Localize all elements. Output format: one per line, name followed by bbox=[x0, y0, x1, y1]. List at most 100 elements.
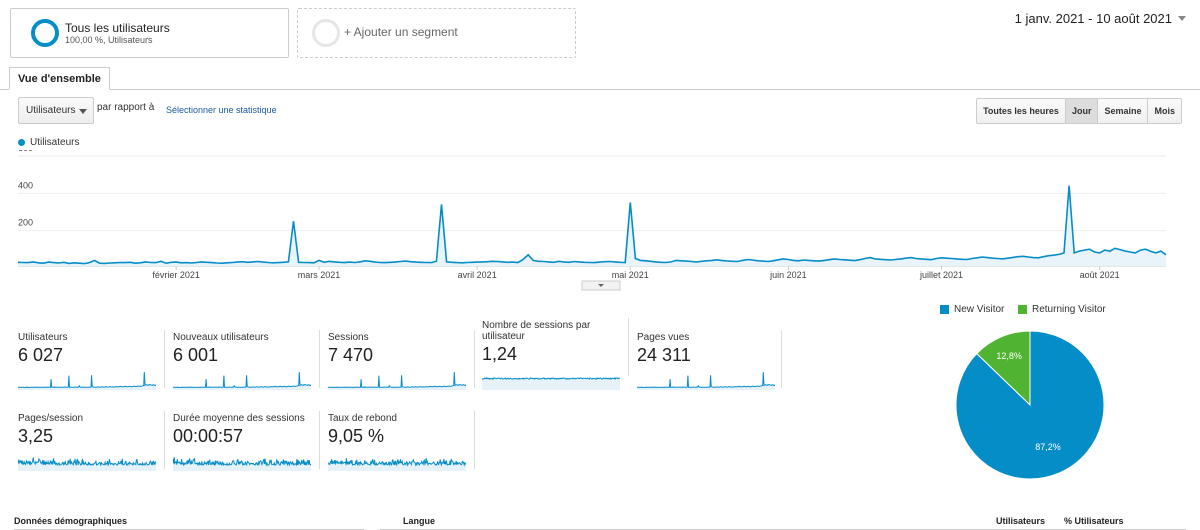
scorecard-label: Utilisateurs bbox=[18, 332, 68, 343]
metric-dropdown-value: Utilisateurs bbox=[26, 105, 76, 116]
pie-slice-returning-visitor[interactable] bbox=[975, 330, 1031, 407]
legend-new-visitor: New Visitor bbox=[940, 304, 1004, 315]
series-line-utilisateurs bbox=[17, 185, 1167, 265]
scorecard-divider bbox=[319, 411, 320, 469]
pct-users-column-header: % Utilisateurs bbox=[1064, 516, 1124, 526]
scorecard-sparkline bbox=[18, 457, 156, 471]
add-segment-button[interactable]: + Ajouter un segment bbox=[297, 8, 576, 58]
segment-placeholder-circle-icon bbox=[312, 19, 340, 47]
scorecard-label: Pages/session bbox=[18, 413, 84, 424]
granularity-week-button[interactable]: Semaine bbox=[1097, 99, 1148, 123]
sparkline-area bbox=[328, 372, 466, 390]
users-column-header: Utilisateurs bbox=[996, 516, 1046, 526]
date-range-label: 1 janv. 2021 - 10 août 2021 bbox=[1014, 11, 1172, 26]
x-tick-label: février 2021 bbox=[152, 270, 200, 280]
scorecard-divider bbox=[628, 318, 629, 376]
sparkline-area bbox=[18, 457, 156, 471]
scorecard-sparkline bbox=[328, 371, 466, 390]
x-tick-label: avril 2021 bbox=[458, 270, 497, 280]
x-tick-label: mai 2021 bbox=[612, 270, 649, 280]
chevron-down-icon bbox=[598, 284, 604, 287]
x-tick-label: mars 2021 bbox=[298, 270, 341, 280]
segment-subtitle: 100,00 %, Utilisateurs bbox=[65, 35, 153, 45]
demographics-heading: Données démographiques bbox=[14, 516, 128, 526]
tab-overview[interactable]: Vue d'ensemble bbox=[9, 67, 110, 90]
sparkline-line bbox=[173, 371, 311, 389]
pie-slice-label: 12,8% bbox=[996, 351, 1022, 361]
legend-square-icon bbox=[1018, 305, 1027, 314]
scorecard-value: 00:00:57 bbox=[173, 426, 244, 446]
y-tick-label: 400 bbox=[18, 180, 33, 190]
scorecard-divider bbox=[164, 330, 165, 388]
add-segment-label: + Ajouter un segment bbox=[344, 25, 458, 39]
scorecard-label: Pages vues bbox=[637, 332, 690, 343]
scorecard[interactable]: Pages/session 3,25 bbox=[18, 413, 168, 475]
metric-dropdown[interactable]: Utilisateurs bbox=[18, 97, 94, 124]
sparkline-line bbox=[482, 377, 620, 381]
date-range-picker[interactable]: 1 janv. 2021 - 10 août 2021 bbox=[1015, 11, 1186, 26]
chevron-down-icon bbox=[79, 109, 87, 114]
compare-label: par rapport à bbox=[97, 102, 155, 113]
scorecard[interactable]: Nombre de sessions par utilisateur 1,24 bbox=[482, 320, 632, 390]
granularity-hourly-button[interactable]: Toutes les heures bbox=[977, 99, 1065, 123]
scorecard-label: Sessions bbox=[328, 332, 369, 343]
series-area bbox=[18, 185, 1166, 266]
segment-title: Tous les utilisateurs bbox=[65, 21, 170, 35]
x-tick-label: juin 2021 bbox=[769, 270, 807, 280]
scorecard-value: 3,25 bbox=[18, 426, 54, 446]
scorecard-divider bbox=[319, 330, 320, 388]
pie-slice-label: 87,2% bbox=[1035, 442, 1061, 452]
legend-dot-icon bbox=[18, 139, 25, 146]
granularity-day-button[interactable]: Jour bbox=[1064, 99, 1098, 123]
scorecard-sparkline bbox=[328, 457, 466, 471]
scorecard-value: 1,24 bbox=[482, 344, 518, 364]
scorecard-sparkline bbox=[173, 457, 311, 471]
scorecard-value: 6 001 bbox=[173, 345, 219, 365]
language-heading[interactable]: Langue bbox=[403, 516, 436, 526]
granularity-month-button[interactable]: Mois bbox=[1147, 99, 1181, 123]
sparkline-area bbox=[173, 372, 311, 390]
chart-legend: Utilisateurs bbox=[18, 137, 79, 148]
sparkline-area bbox=[173, 457, 311, 471]
scorecard-divider bbox=[781, 330, 782, 388]
tab-bar-divider bbox=[0, 89, 1200, 90]
scorecard-value: 9,05 % bbox=[328, 426, 385, 446]
granularity-toggle: Toutes les heures Jour Semaine Mois bbox=[976, 98, 1182, 124]
users-line-chart: 600 400 200 février 2021 mars 2021 avril 2021… bbox=[17, 150, 1167, 291]
scorecard[interactable]: Nouveaux utilisateurs 6 001 bbox=[173, 332, 323, 394]
legend-returning-visitor: Returning Visitor bbox=[1018, 304, 1106, 315]
scorecard-value: 24 311 bbox=[637, 345, 691, 365]
segment-all-users[interactable]: Tous les utilisateurs 100,00 %, Utilisat… bbox=[10, 8, 289, 58]
scorecard-divider bbox=[164, 411, 165, 469]
sparkline-area bbox=[637, 372, 775, 390]
scorecard-value: 6 027 bbox=[18, 345, 64, 365]
scorecard-value: 7 470 bbox=[328, 345, 374, 365]
scorecard[interactable]: Durée moyenne des sessions 00:00:57 bbox=[173, 413, 323, 475]
y-tick-label: 200 bbox=[18, 218, 33, 228]
legend-returning-visitor-label: Returning Visitor bbox=[1032, 304, 1106, 315]
select-stat-link[interactable]: Sélectionner une statistique bbox=[166, 105, 277, 115]
scorecard-sparkline bbox=[637, 371, 775, 390]
y-tick-label: 600 bbox=[18, 150, 33, 153]
legend-square-icon bbox=[940, 305, 949, 314]
scorecard-divider bbox=[474, 411, 475, 469]
sparkline-line bbox=[328, 457, 466, 467]
x-tick-label: août 2021 bbox=[1080, 270, 1120, 280]
scorecard-sparkline bbox=[18, 371, 156, 390]
pie-slice-new-visitor[interactable] bbox=[955, 330, 1105, 480]
legend-label: Utilisateurs bbox=[30, 137, 80, 148]
scorecard[interactable]: Utilisateurs 6 027 bbox=[18, 332, 168, 394]
scorecard-sparkline bbox=[173, 371, 311, 390]
scorecard[interactable]: Pages vues 24 311 bbox=[637, 332, 787, 394]
scorecard-sparkline bbox=[482, 377, 620, 390]
scorecard[interactable]: Sessions 7 470 bbox=[328, 332, 478, 394]
sparkline-line bbox=[18, 371, 156, 389]
legend-new-visitor-label: New Visitor bbox=[954, 304, 1005, 315]
sparkline-line bbox=[328, 371, 466, 389]
sparkline-area bbox=[482, 377, 620, 390]
scorecard-label: Taux de rebond bbox=[328, 413, 397, 424]
sparkline-area bbox=[18, 372, 156, 390]
scorecard-label: Durée moyenne des sessions bbox=[173, 413, 305, 424]
visitor-pie-chart: 12,8% 87,2% bbox=[955, 330, 1105, 480]
scorecard[interactable]: Taux de rebond 9,05 % bbox=[328, 413, 478, 475]
